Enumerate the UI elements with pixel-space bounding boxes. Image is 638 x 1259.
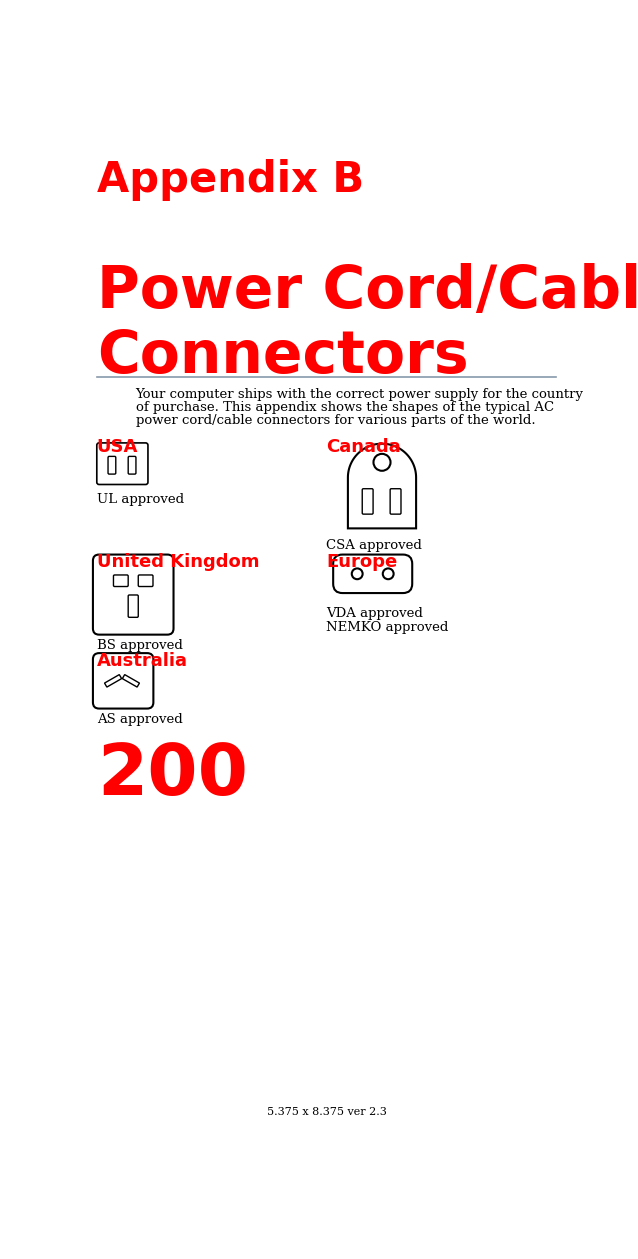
FancyBboxPatch shape	[93, 554, 174, 635]
Text: USA: USA	[97, 438, 138, 456]
Text: Australia: Australia	[97, 652, 188, 670]
FancyBboxPatch shape	[114, 575, 128, 587]
FancyBboxPatch shape	[333, 554, 412, 593]
FancyBboxPatch shape	[128, 456, 136, 475]
Text: AS approved: AS approved	[97, 713, 182, 726]
Text: 200: 200	[97, 740, 248, 810]
Text: 5.375 x 8.375 ver 2.3: 5.375 x 8.375 ver 2.3	[267, 1108, 387, 1118]
Text: VDA approved: VDA approved	[326, 607, 423, 619]
Text: Power Cord/Cable: Power Cord/Cable	[97, 263, 638, 320]
FancyBboxPatch shape	[93, 653, 153, 709]
FancyBboxPatch shape	[108, 456, 115, 475]
Polygon shape	[348, 443, 416, 529]
Text: Canada: Canada	[326, 438, 401, 456]
Text: BS approved: BS approved	[97, 640, 182, 652]
Text: Connectors: Connectors	[97, 329, 468, 385]
Circle shape	[373, 453, 390, 471]
Text: UL approved: UL approved	[97, 494, 184, 506]
FancyBboxPatch shape	[138, 575, 153, 587]
Polygon shape	[122, 675, 140, 687]
Text: NEMKO approved: NEMKO approved	[326, 621, 449, 633]
Circle shape	[383, 568, 394, 579]
Text: United Kingdom: United Kingdom	[97, 553, 259, 572]
Text: of purchase. This appendix shows the shapes of the typical AC: of purchase. This appendix shows the sha…	[135, 402, 554, 414]
FancyBboxPatch shape	[97, 443, 148, 485]
Polygon shape	[105, 675, 122, 687]
Text: Europe: Europe	[326, 553, 397, 572]
Text: power cord/cable connectors for various parts of the world.: power cord/cable connectors for various …	[135, 414, 535, 427]
FancyBboxPatch shape	[128, 596, 138, 617]
Text: CSA approved: CSA approved	[326, 539, 422, 553]
Text: Your computer ships with the correct power supply for the country: Your computer ships with the correct pow…	[135, 388, 584, 402]
FancyBboxPatch shape	[390, 488, 401, 514]
FancyBboxPatch shape	[362, 488, 373, 514]
Text: Appendix B: Appendix B	[97, 159, 364, 200]
Circle shape	[352, 568, 362, 579]
